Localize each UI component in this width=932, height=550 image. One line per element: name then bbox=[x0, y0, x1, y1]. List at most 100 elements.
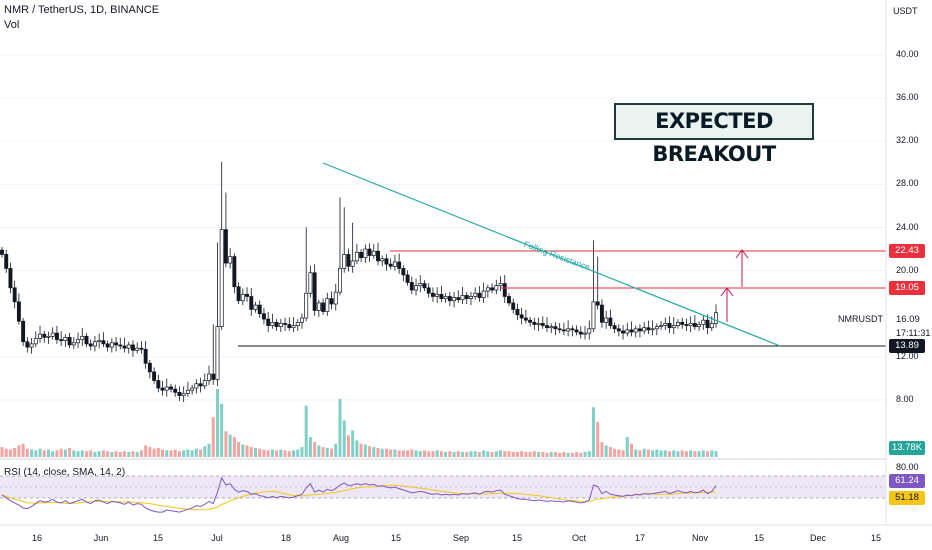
candle-body bbox=[109, 342, 114, 348]
candle-body bbox=[312, 272, 317, 311]
volume-bar bbox=[106, 451, 110, 457]
time-tick: 15 bbox=[870, 533, 882, 543]
candle-body bbox=[4, 254, 9, 269]
volume-bar bbox=[304, 405, 308, 457]
candle-body bbox=[587, 328, 592, 334]
volume-bar bbox=[249, 447, 253, 457]
volume-bar bbox=[266, 450, 270, 457]
volume-bar bbox=[144, 445, 148, 457]
candle-body bbox=[118, 344, 123, 347]
candle-body bbox=[435, 293, 440, 297]
volume-bar bbox=[630, 443, 634, 457]
volume-bar bbox=[511, 452, 515, 457]
volume-bar bbox=[161, 449, 165, 457]
candle-body bbox=[338, 268, 342, 293]
volume-bar bbox=[372, 447, 376, 457]
volume-bar bbox=[422, 450, 426, 457]
volume-bar bbox=[368, 446, 372, 457]
price-tick: 32.00 bbox=[896, 135, 919, 146]
volume-bar bbox=[38, 448, 42, 457]
volume-bar bbox=[465, 452, 469, 457]
candle-body bbox=[346, 254, 351, 267]
candle-body bbox=[625, 329, 630, 334]
candle-body bbox=[308, 272, 313, 294]
price-tick: 36.00 bbox=[896, 92, 919, 103]
volume-bar bbox=[127, 452, 131, 457]
volume-bar bbox=[17, 445, 21, 457]
volume-bar bbox=[528, 452, 532, 457]
volume-bar bbox=[376, 447, 380, 457]
volume-bar bbox=[562, 452, 566, 457]
candle-body bbox=[169, 386, 173, 390]
volume-bar bbox=[596, 422, 600, 457]
time-tick: Nov bbox=[691, 533, 709, 543]
candle-body bbox=[300, 317, 304, 323]
volume-bar bbox=[625, 437, 629, 457]
candle-body bbox=[557, 328, 562, 331]
volume-bar bbox=[448, 451, 452, 457]
candle-body bbox=[266, 318, 271, 326]
candle-body bbox=[245, 293, 249, 297]
volume-bar bbox=[13, 447, 17, 457]
volume-bar bbox=[292, 450, 296, 457]
time-tick: Dec bbox=[809, 533, 827, 543]
volume-bar bbox=[393, 449, 397, 457]
candle-body bbox=[566, 328, 571, 332]
volume-bar bbox=[334, 443, 338, 457]
volume-bar bbox=[275, 450, 279, 457]
candle-body bbox=[528, 319, 533, 323]
candle-body bbox=[92, 341, 97, 347]
volume-bar bbox=[123, 451, 127, 457]
candle-body bbox=[663, 323, 668, 326]
expected-breakout-callout[interactable]: EXPECTED BREAKOUT bbox=[614, 103, 814, 166]
price-tick: 28.00 bbox=[896, 178, 919, 189]
candle-body bbox=[29, 343, 34, 348]
candle-body bbox=[101, 340, 106, 345]
candle-body bbox=[638, 328, 642, 332]
volume-bar bbox=[714, 451, 718, 457]
volume-bar bbox=[663, 450, 667, 457]
candles bbox=[0, 161, 718, 403]
volume-bar bbox=[287, 451, 291, 457]
volume-bar bbox=[165, 450, 169, 457]
volume-bar bbox=[473, 451, 477, 457]
candle-body bbox=[16, 301, 21, 322]
volume-bar bbox=[406, 450, 410, 457]
volume-bar bbox=[384, 448, 388, 457]
bar-countdown: 17:11:31 bbox=[896, 328, 931, 338]
volume-bar bbox=[634, 449, 638, 457]
candle-body bbox=[469, 296, 473, 299]
time-tick: Oct bbox=[571, 533, 587, 543]
volume-bar bbox=[199, 449, 203, 457]
symbol-title[interactable]: NMR / TetherUS, 1D, BINANCE bbox=[4, 4, 160, 16]
time-tick: 15 bbox=[511, 533, 523, 543]
time-tick: Sep bbox=[452, 533, 470, 543]
candle-body bbox=[477, 292, 482, 298]
falling-resistance-trendline[interactable] bbox=[322, 162, 781, 347]
volume-bar bbox=[646, 449, 650, 457]
candle-body bbox=[354, 251, 359, 262]
volume-bar bbox=[220, 403, 224, 457]
candle-body bbox=[409, 282, 414, 291]
volume-bar bbox=[97, 451, 101, 457]
volume-bar bbox=[444, 452, 448, 457]
volume-bar bbox=[655, 449, 659, 457]
volume-bar bbox=[359, 443, 363, 457]
volume-bar bbox=[651, 450, 655, 457]
volume-bar bbox=[613, 448, 617, 457]
volume-bar bbox=[427, 451, 431, 457]
candle-body bbox=[549, 326, 554, 329]
candle-body bbox=[502, 283, 507, 297]
rsi-title[interactable]: RSI (14, close, SMA, 14, 2) bbox=[4, 467, 126, 478]
grid-lines bbox=[0, 54, 886, 401]
volume-bar bbox=[672, 450, 676, 457]
candle-body bbox=[122, 345, 127, 349]
candle-body bbox=[160, 387, 165, 391]
candle-body bbox=[684, 324, 689, 326]
volume-bar bbox=[579, 452, 583, 457]
volume-label[interactable]: Vol bbox=[4, 19, 20, 31]
volume-bar bbox=[706, 451, 710, 457]
volume-bar bbox=[232, 437, 236, 457]
candle-body bbox=[84, 335, 89, 345]
